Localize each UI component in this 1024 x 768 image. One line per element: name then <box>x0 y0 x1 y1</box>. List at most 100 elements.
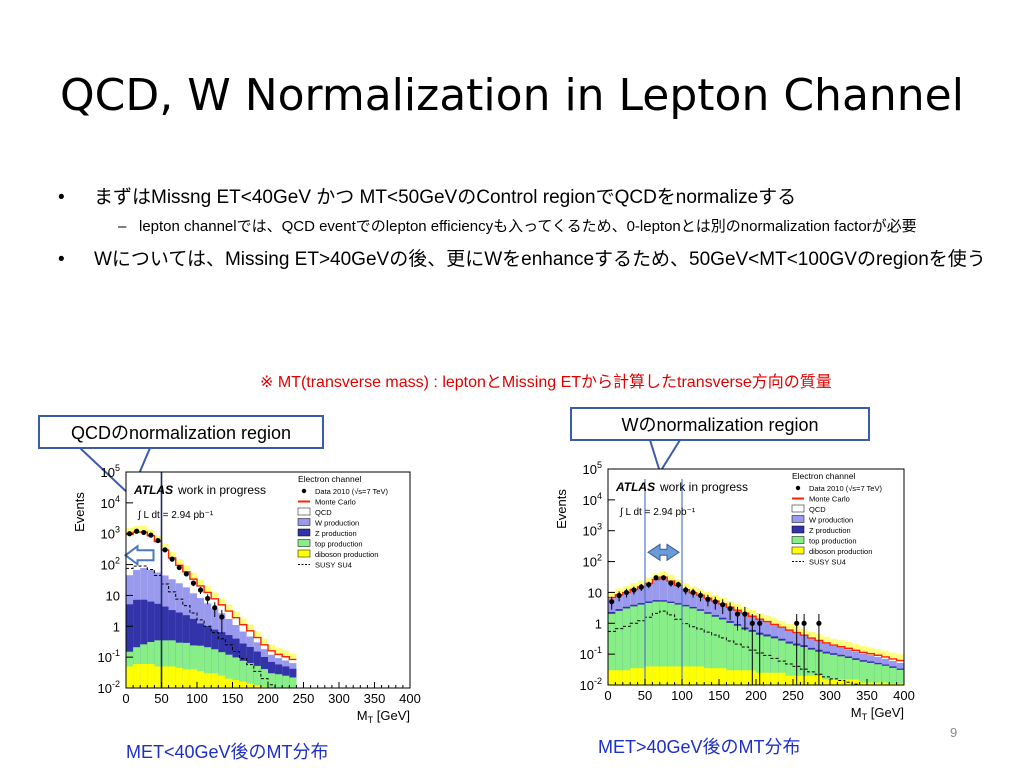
stack-bin-top <box>175 642 183 688</box>
data-point <box>212 605 218 611</box>
stack-bin-top <box>741 629 749 685</box>
stack-bin-diboson <box>711 668 719 685</box>
stack-bin-diboson <box>704 668 712 685</box>
stack-bin-z <box>133 599 141 688</box>
stack-bin-diboson <box>822 679 830 685</box>
stack-bin-diboson <box>770 672 779 685</box>
y-tick-label: 103 <box>101 525 120 542</box>
x-tick-label: 250 <box>293 691 315 706</box>
y-tick-label: 10-2 <box>98 679 120 696</box>
susy-su4-line <box>608 610 904 686</box>
legend-entry: Z production <box>809 526 851 535</box>
stack-bin-diboson <box>140 663 148 688</box>
stack-bin-diboson <box>896 683 904 685</box>
legend-entry: Monte Carlo <box>315 498 356 507</box>
y-axis-label: Events <box>554 489 569 529</box>
stack-bin-diboson <box>225 678 233 688</box>
data-point <box>668 580 674 586</box>
stack-bin-top <box>682 606 690 685</box>
stack-bin-diboson <box>689 666 697 685</box>
data-point <box>134 528 140 534</box>
data-point <box>623 589 630 596</box>
data-point <box>646 581 652 588</box>
y-tick-label: 10 <box>588 585 602 600</box>
stack-bin-top <box>168 640 176 688</box>
susy-su4-line <box>126 565 297 689</box>
data-point <box>609 599 615 605</box>
data-point <box>697 592 704 599</box>
legend-entry: QCD <box>315 508 332 517</box>
legend-swatch-data <box>795 485 801 491</box>
slide-title: QCD, W Normalization in Lepton Channel <box>60 70 964 121</box>
stack-bin-diboson <box>778 672 786 685</box>
legend-entry: Monte Carlo <box>809 495 850 504</box>
stack-bin-diboson <box>630 668 638 685</box>
stack-bin-diboson <box>667 666 675 685</box>
stack-bin-diboson <box>189 669 197 688</box>
data-point <box>183 571 189 577</box>
stack-bin-top <box>645 603 653 685</box>
stack-bin-diboson <box>197 671 205 688</box>
double-arrow-icon <box>647 543 680 562</box>
x-tick-label: 400 <box>399 691 421 706</box>
data-point <box>638 584 644 590</box>
data-point <box>141 529 147 536</box>
stack-bin-top <box>807 649 816 685</box>
stack-bin-top <box>704 613 712 685</box>
status-label: work in progress <box>177 483 266 497</box>
legend-entry: diboson production <box>315 550 378 559</box>
y-tick-label: 10-1 <box>98 648 120 665</box>
data-point <box>690 589 696 596</box>
bullet-qcd-normalization: まずはMissng ET<40GeV かつ MT<50GeVのControl r… <box>58 185 988 211</box>
stack-bin-top <box>822 653 830 685</box>
legend-swatch <box>297 539 311 547</box>
y-tick-label: 10-1 <box>580 645 602 662</box>
stack-bin-top <box>197 645 205 688</box>
stack-bin-top <box>874 664 882 685</box>
stack-bin-diboson <box>175 667 183 688</box>
data-point <box>742 611 748 617</box>
stack-bin-diboson <box>239 681 247 688</box>
stack-bin-z <box>140 599 148 688</box>
x-tick-label: 300 <box>819 688 841 703</box>
data-point <box>616 592 622 599</box>
y-axis-label: Events <box>72 492 87 532</box>
monte-carlo-total-line <box>126 531 297 661</box>
stack-bin-top <box>696 610 705 685</box>
stack-bin-diboson <box>218 675 226 688</box>
page-number: 9 <box>950 725 958 740</box>
stack-bin-top <box>161 640 169 688</box>
data-point <box>734 611 741 617</box>
stack-bin-diboson <box>260 686 268 688</box>
stack-bin-diboson <box>126 666 134 688</box>
legend-swatch <box>791 504 805 513</box>
y-tick-label: 102 <box>583 553 602 570</box>
stack-bin-top <box>253 665 261 688</box>
stack-bin-diboson <box>253 685 261 688</box>
stack-bin-diboson <box>168 666 176 688</box>
x-axis-label: MT [GeV] <box>851 705 904 722</box>
legend-entry: SUSY SU4 <box>315 561 352 570</box>
stack-bin-top <box>204 647 212 688</box>
legend-swatch <box>297 549 311 558</box>
stack-bin-top <box>881 665 890 685</box>
stack-bin-diboson <box>161 666 169 688</box>
stack-bin-top <box>154 640 162 688</box>
legend-entry: Data 2010 (√s=7 TeV) <box>809 484 882 493</box>
stack-bin-top <box>719 619 727 685</box>
x-tick-label: 350 <box>364 691 386 706</box>
x-tick-label: 200 <box>745 688 767 703</box>
x-tick-label: 150 <box>708 688 730 703</box>
data-point <box>653 575 659 581</box>
atlas-label: ATLAS <box>615 480 655 494</box>
legend-swatch <box>791 546 805 555</box>
w-region-callout: Wのnormalization region <box>570 407 870 441</box>
data-point <box>683 587 689 593</box>
stack-bin-top <box>225 654 233 688</box>
x-tick-label: 400 <box>893 688 915 703</box>
legend-title: Electron channel <box>298 474 361 484</box>
data-point <box>757 620 763 626</box>
y-tick-label: 1 <box>113 619 120 634</box>
stack-bin-top <box>239 660 247 688</box>
bullet-w-normalization: Wについては、Missing ET>40GeVの後、更にWをenhanceするた… <box>58 247 988 273</box>
